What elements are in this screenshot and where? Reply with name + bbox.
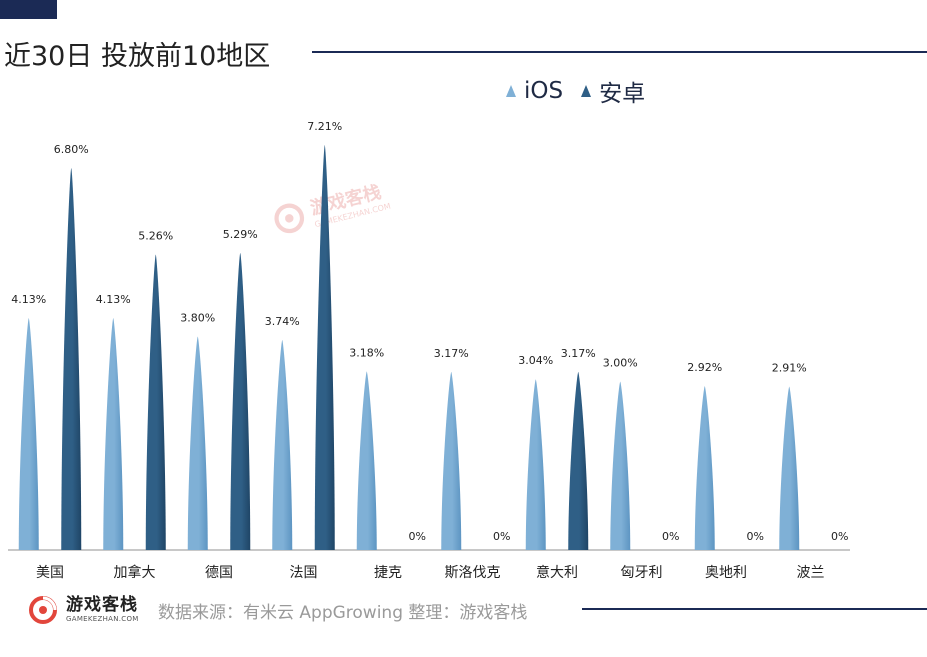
bar-android [61,168,82,550]
data-label: 3.04% [518,354,553,367]
bar-ios [356,371,377,550]
legend-item-ios: iOS [504,78,563,104]
x-tick-label: 加拿大 [114,564,156,581]
gamekezhan-logo-icon [29,596,57,624]
footer-logo-text: 游戏客栈 [66,595,138,615]
data-label: 0% [409,530,426,543]
data-label: 3.74% [265,315,300,328]
x-tick-label: 匈牙利 [621,565,663,581]
x-tick-label: 意大利 [536,564,578,581]
data-label: 0% [747,530,764,543]
x-tick-label: 奥地利 [705,564,747,581]
data-label: 3.18% [349,346,384,359]
bar-ios [187,336,208,550]
corner-accent [0,0,57,19]
data-label: 7.21% [307,120,342,133]
x-tick-label: 捷克 [374,565,402,581]
data-label: 5.29% [223,228,258,241]
data-label: 0% [831,530,848,543]
x-tick-label: 波兰 [797,565,825,581]
data-label: 0% [493,530,510,543]
bar-android [145,254,166,550]
legend: iOS 安卓 [504,74,661,108]
legend-item-android: 安卓 [579,74,645,108]
x-tick-label: 法国 [290,565,318,581]
x-tick-label: 德国 [205,565,233,581]
watermark-logo-icon [274,203,304,233]
bar-ios [779,386,800,550]
data-label: 3.17% [561,347,596,360]
watermark: 游戏客栈 GAMEKEZHAN.COM [270,176,392,238]
legend-swatch-ios [506,85,516,97]
bar-ios [272,339,293,550]
title-rule [312,51,927,53]
bar-android [230,252,251,550]
bar-ios [694,385,715,550]
data-label: 3.00% [603,356,638,369]
bar-android [314,145,335,550]
data-label: 3.17% [434,347,469,360]
footer-logo-subtext: GAMEKEZHAN.COM [66,615,139,623]
data-label: 6.80% [54,143,89,156]
bar-ios [441,371,462,550]
data-label: 4.13% [96,293,131,306]
legend-label-ios: iOS [524,78,564,104]
data-label: 3.80% [180,312,215,325]
x-tick-label: 美国 [36,565,64,581]
legend-label-android: 安卓 [599,81,646,107]
data-label: 0% [662,530,679,543]
data-label: 4.13% [11,293,46,306]
data-label: 5.26% [138,230,173,243]
footer-rule [582,608,927,610]
chart-title: 近30日 投放前10地区 [4,41,271,72]
bar-ios [525,379,546,550]
data-label: 2.91% [772,362,807,375]
footer-logo: 游戏客栈 GAMEKEZHAN.COM [28,595,139,625]
x-tick-label: 斯洛伐克 [445,565,501,581]
bar-ios [610,381,631,550]
bar-android [568,371,589,550]
data-label: 2.92% [687,361,722,374]
source-note: 数据来源：有米云 AppGrowing 整理：游戏客栈 [158,603,528,623]
bar-ios [18,318,39,550]
bar-ios [103,318,124,550]
legend-swatch-android [581,85,592,97]
